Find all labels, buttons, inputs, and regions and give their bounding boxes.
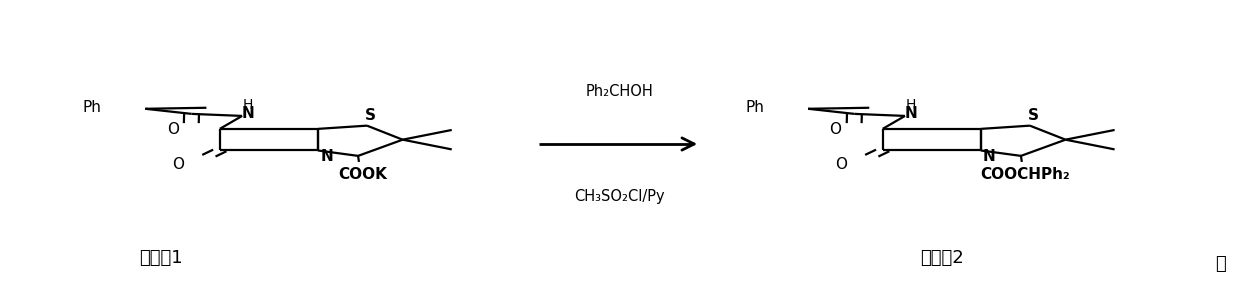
Text: H: H: [906, 98, 917, 112]
Text: N: N: [242, 106, 255, 121]
Text: COOK: COOK: [338, 167, 387, 182]
Text: 化合特2: 化合特2: [919, 249, 964, 267]
Text: S: S: [1028, 108, 1040, 123]
Text: Ph₂CHOH: Ph₂CHOH: [586, 84, 653, 99]
Text: N: N: [904, 106, 918, 121]
Text: O: O: [835, 157, 846, 172]
Text: N: N: [320, 149, 333, 164]
Text: 。: 。: [1215, 255, 1225, 273]
Text: O: O: [172, 157, 183, 172]
Text: COOCHPh₂: COOCHPh₂: [980, 167, 1070, 182]
Text: 化合特1: 化合特1: [139, 249, 183, 267]
Text: Ph: Ph: [745, 100, 764, 115]
Text: O: O: [830, 122, 841, 136]
Text: CH₃SO₂Cl/Py: CH₃SO₂Cl/Py: [574, 189, 665, 204]
Text: S: S: [366, 108, 377, 123]
Text: N: N: [983, 149, 996, 164]
Text: O: O: [167, 122, 178, 136]
Text: Ph: Ph: [82, 100, 102, 115]
Text: H: H: [243, 98, 254, 112]
